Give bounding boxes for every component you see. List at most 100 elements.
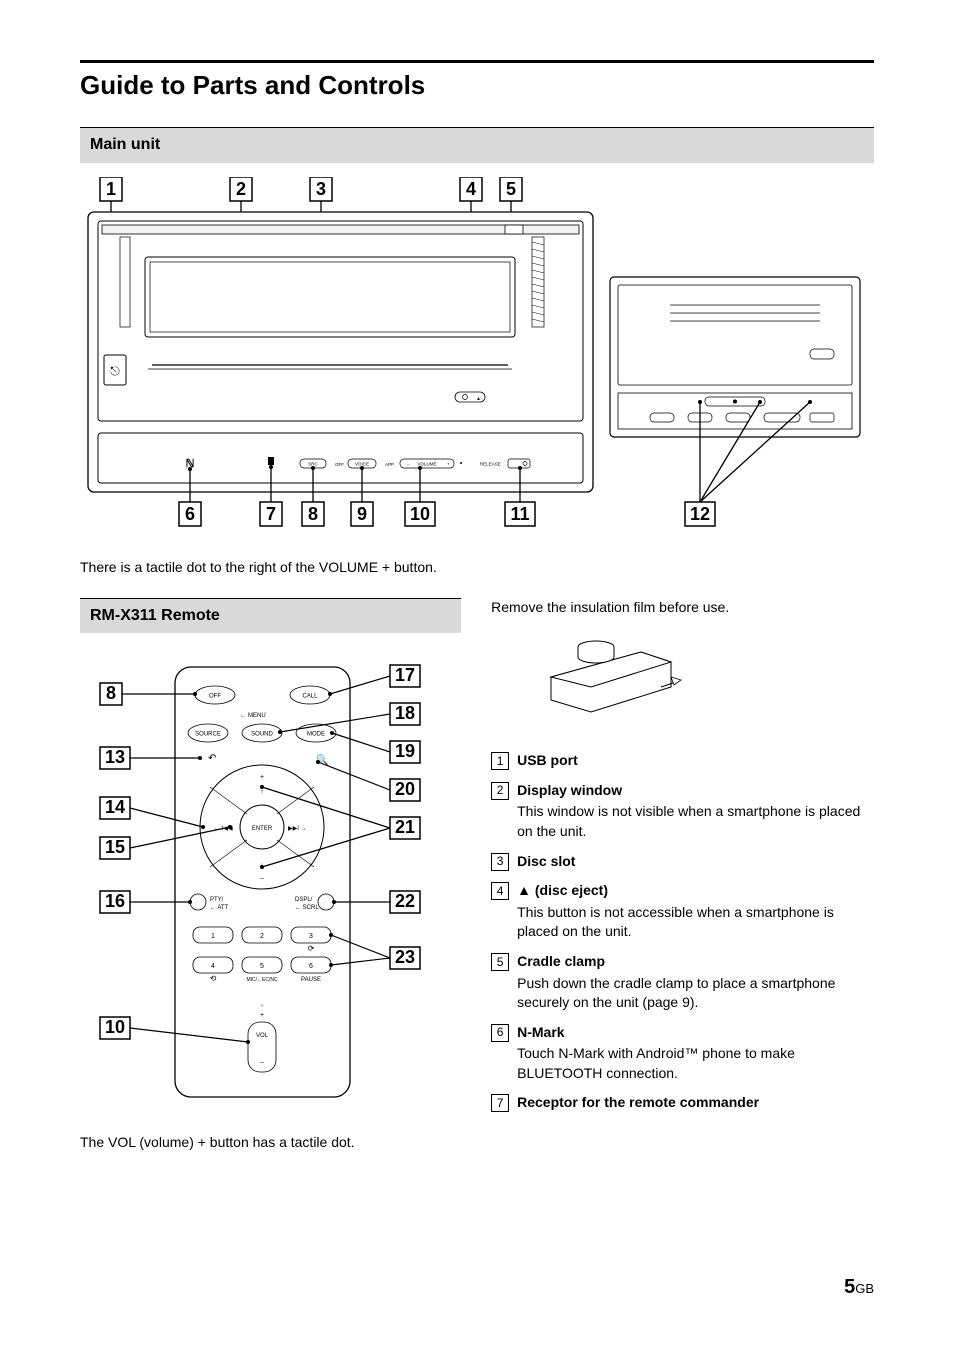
svg-text:−: − xyxy=(260,876,264,883)
svg-text:PAUSE: PAUSE xyxy=(301,977,321,983)
part-item: 1 USB port xyxy=(491,751,874,771)
parts-list: 1 USB port 2 Display window This window … xyxy=(491,751,874,1113)
callout-r-14: 14 xyxy=(105,797,125,817)
callout-r-21: 21 xyxy=(395,817,415,837)
callout-7: 7 xyxy=(266,504,276,524)
svg-text:RELEASE: RELEASE xyxy=(480,461,501,466)
callout-9: 9 xyxy=(357,504,367,524)
svg-text:⟳: ⟳ xyxy=(308,944,315,953)
part-item: 6 N-Mark Touch N-Mark with Android™ phon… xyxy=(491,1023,874,1084)
svg-text:↶: ↶ xyxy=(208,753,216,764)
part-title: Disc slot xyxy=(517,852,874,872)
page-title: Guide to Parts and Controls xyxy=(80,67,874,103)
part-num: 7 xyxy=(491,1094,509,1112)
svg-text:← SCRL: ← SCRL xyxy=(295,905,319,911)
svg-text:▶▶I →: ▶▶I → xyxy=(288,826,307,832)
callout-6: 6 xyxy=(185,504,195,524)
callout-r-20: 20 xyxy=(395,779,415,799)
callout-r-15: 15 xyxy=(105,837,125,857)
callout-12: 12 xyxy=(690,504,710,524)
part-item: 7 Receptor for the remote commander xyxy=(491,1093,874,1113)
svg-text:↑: ↑ xyxy=(260,789,264,796)
callout-r-16: 16 xyxy=(105,891,125,911)
part-title: ▲ (disc eject) xyxy=(517,881,874,901)
callout-r-23: 23 xyxy=(395,947,415,967)
main-unit-diagram: 1 2 3 4 5 ⎋ xyxy=(80,177,874,543)
svg-text:▲: ▲ xyxy=(476,396,481,402)
svg-text:ENTER: ENTER xyxy=(252,826,273,832)
part-desc: Push down the cradle clamp to place a sm… xyxy=(517,974,874,1013)
callout-r-19: 19 xyxy=(395,741,415,761)
svg-text:MENU: MENU xyxy=(248,713,266,719)
svg-text:APP: APP xyxy=(385,462,394,467)
part-desc: Touch N-Mark with Android™ phone to make… xyxy=(517,1044,874,1083)
callout-4: 4 xyxy=(466,179,476,199)
part-desc: This button is not accessible when a sma… xyxy=(517,903,874,942)
part-item: 5 Cradle clamp Push down the cradle clam… xyxy=(491,952,874,1013)
svg-text:OFF: OFF xyxy=(209,694,221,700)
svg-text:SOUND: SOUND xyxy=(251,732,273,738)
tactile-note-main: There is a tactile dot to the right of t… xyxy=(80,558,874,578)
part-title: Display window xyxy=(517,781,874,801)
part-desc: This window is not visible when a smartp… xyxy=(517,802,874,841)
part-num: 5 xyxy=(491,953,509,971)
part-num: 4 xyxy=(491,882,509,900)
svg-text:CALL: CALL xyxy=(302,694,318,700)
svg-text:+: + xyxy=(260,774,264,781)
svg-text:+: + xyxy=(447,461,450,466)
part-num: 2 xyxy=(491,782,509,800)
callout-r-18: 18 xyxy=(395,703,415,723)
svg-text:○: ○ xyxy=(260,1003,263,1009)
callout-10: 10 xyxy=(410,504,430,524)
svg-text:MODE: MODE xyxy=(307,732,325,738)
svg-text:2: 2 xyxy=(260,933,264,940)
svg-text:−: − xyxy=(407,461,410,466)
svg-text:PTY/: PTY/ xyxy=(210,897,224,903)
svg-text:VOL: VOL xyxy=(256,1033,269,1039)
tactile-note-remote: The VOL (volume) + button has a tactile … xyxy=(80,1133,461,1153)
svg-text:VOICE: VOICE xyxy=(355,461,369,466)
callout-1: 1 xyxy=(106,179,116,199)
svg-text:SOURCE: SOURCE xyxy=(195,732,221,738)
svg-text:5: 5 xyxy=(260,963,264,970)
part-num: 1 xyxy=(491,752,509,770)
svg-text:4: 4 xyxy=(211,963,215,970)
svg-text:←: ← xyxy=(240,713,246,719)
svg-text:6: 6 xyxy=(309,963,313,970)
callout-r-10: 10 xyxy=(105,1017,125,1037)
callout-5: 5 xyxy=(506,179,516,199)
callout-r-13: 13 xyxy=(105,747,125,767)
section-heading-main-unit: Main unit xyxy=(80,127,874,162)
svg-text:1: 1 xyxy=(211,933,215,940)
part-item: 2 Display window This window is not visi… xyxy=(491,781,874,842)
insulation-note: Remove the insulation film before use. xyxy=(491,598,874,618)
callout-3: 3 xyxy=(316,179,326,199)
callout-r-8: 8 xyxy=(106,683,116,703)
callout-2: 2 xyxy=(236,179,246,199)
remote-diagram: OFF CALL ← MENU SOURCE SOUND MODE ↶ 🔍 xyxy=(80,647,461,1123)
part-item: 4 ▲ (disc eject) This button is not acce… xyxy=(491,881,874,942)
svg-text:DSPL/: DSPL/ xyxy=(295,897,313,903)
svg-text:⟲: ⟲ xyxy=(210,974,217,983)
part-num: 6 xyxy=(491,1024,509,1042)
svg-text:← ATT: ← ATT xyxy=(210,905,229,911)
svg-text:⎋: ⎋ xyxy=(110,364,120,378)
svg-text:−: − xyxy=(260,1060,264,1067)
svg-text:3: 3 xyxy=(309,933,313,940)
part-title: USB port xyxy=(517,751,874,771)
svg-text:+: + xyxy=(260,1012,264,1019)
svg-text:VOLUME: VOLUME xyxy=(417,461,436,466)
page-number: 5GB xyxy=(80,1273,874,1301)
section-heading-remote: RM-X311 Remote xyxy=(80,598,461,633)
callout-r-22: 22 xyxy=(395,891,415,911)
part-title: Receptor for the remote commander xyxy=(517,1093,874,1113)
part-item: 3 Disc slot xyxy=(491,852,874,872)
svg-text:OFF: OFF xyxy=(335,462,344,467)
part-title: Cradle clamp xyxy=(517,952,874,972)
svg-text:SRC: SRC xyxy=(308,461,318,466)
part-title: N-Mark xyxy=(517,1023,874,1043)
callout-11: 11 xyxy=(510,504,529,524)
part-num: 3 xyxy=(491,853,509,871)
svg-text:MIC/←EC/NC: MIC/←EC/NC xyxy=(246,977,278,983)
callout-8: 8 xyxy=(308,504,318,524)
